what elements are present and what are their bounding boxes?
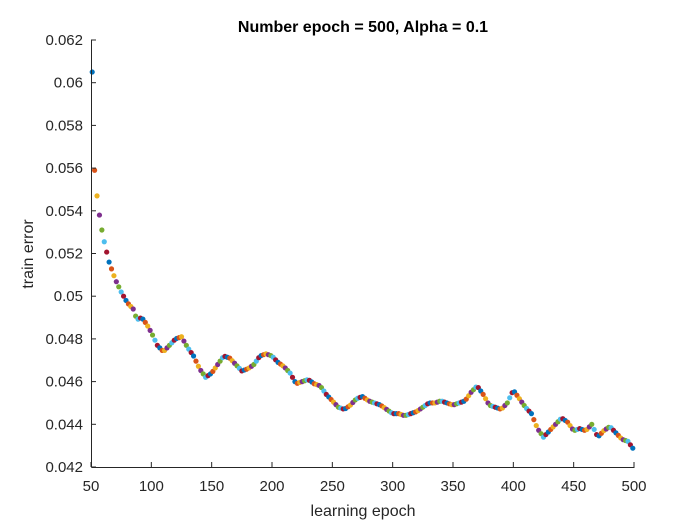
data-points (89, 69, 636, 451)
y-tick-label: 0.054 (45, 203, 83, 220)
y-axis-label: train error (20, 219, 37, 289)
y-tick-label: 0.05 (54, 288, 83, 305)
data-point (480, 391, 486, 398)
data-point (531, 417, 537, 423)
data-point (589, 421, 595, 427)
y-tick-label: 0.046 (45, 374, 83, 391)
data-point (181, 338, 187, 344)
x-tick-label: 300 (380, 478, 405, 495)
data-point (92, 167, 98, 173)
x-tick-label: 150 (199, 478, 224, 495)
data-point (528, 411, 535, 417)
data-point (591, 426, 597, 433)
data-point (96, 212, 103, 218)
y-tick-label: 0.062 (45, 32, 83, 49)
data-point (507, 395, 513, 401)
data-point (111, 273, 117, 279)
x-tick-label: 250 (320, 478, 345, 495)
data-point (106, 259, 112, 265)
data-point (287, 370, 293, 376)
data-point (152, 337, 158, 343)
data-point (130, 306, 136, 312)
data-point (190, 353, 197, 359)
x-ticks: 50 100 150 200 250 300 350 400 450 500 (83, 462, 647, 495)
data-point (99, 227, 105, 233)
data-point (183, 342, 189, 348)
data-point (89, 69, 95, 75)
x-tick-label: 450 (561, 478, 586, 495)
data-point (195, 363, 201, 369)
x-tick-label: 50 (83, 478, 100, 495)
data-point (118, 289, 124, 295)
y-tick-label: 0.044 (45, 416, 83, 433)
data-point (504, 400, 510, 406)
x-tick-label: 200 (259, 478, 284, 495)
x-tick-label: 400 (501, 478, 526, 495)
y-tick-label: 0.042 (45, 459, 83, 476)
data-point (630, 445, 636, 451)
data-point (149, 332, 156, 338)
data-point (178, 334, 185, 340)
data-point (116, 284, 122, 290)
axes (91, 40, 635, 468)
y-tick-label: 0.048 (45, 331, 83, 348)
x-tick-label: 100 (139, 478, 164, 495)
data-point (147, 327, 153, 333)
x-tick-label: 500 (621, 478, 646, 495)
data-point (533, 422, 539, 429)
y-ticks: 0.042 0.044 0.046 0.048 0.05 0.052 0.054 0.056 0… (45, 32, 96, 476)
chart-title: Number epoch = 500, Alpha = 0.1 (238, 19, 488, 36)
y-tick-label: 0.06 (54, 75, 83, 92)
data-point (101, 239, 107, 245)
data-point (193, 358, 199, 364)
y-tick-label: 0.056 (45, 160, 83, 177)
data-point (104, 249, 110, 255)
data-point (94, 193, 100, 199)
x-axis-label: learning epoch (311, 503, 416, 520)
data-point (145, 323, 151, 329)
data-point (482, 396, 489, 402)
data-point (120, 293, 127, 299)
y-tick-label: 0.058 (45, 117, 83, 134)
data-point (108, 266, 115, 272)
data-point (142, 319, 148, 325)
data-point (113, 279, 119, 285)
x-tick-label: 350 (440, 478, 465, 495)
data-point (289, 374, 296, 380)
y-tick-label: 0.052 (45, 246, 83, 263)
